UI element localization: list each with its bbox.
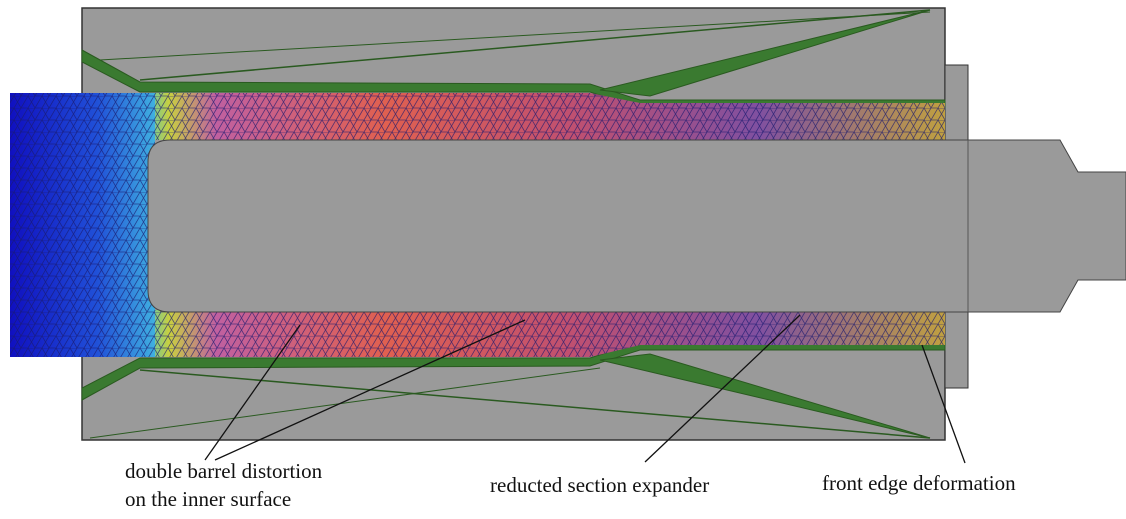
annotation: front edge deformation (822, 471, 1016, 495)
workpiece (10, 93, 945, 357)
annotation: reducted section expander (490, 473, 709, 497)
annotation: double barrel distortion (125, 459, 323, 483)
annotation: on the inner surface (125, 487, 291, 511)
mandrel (147, 139, 1126, 313)
contact-lines (81, 9, 946, 439)
leader-lines (204, 314, 966, 464)
